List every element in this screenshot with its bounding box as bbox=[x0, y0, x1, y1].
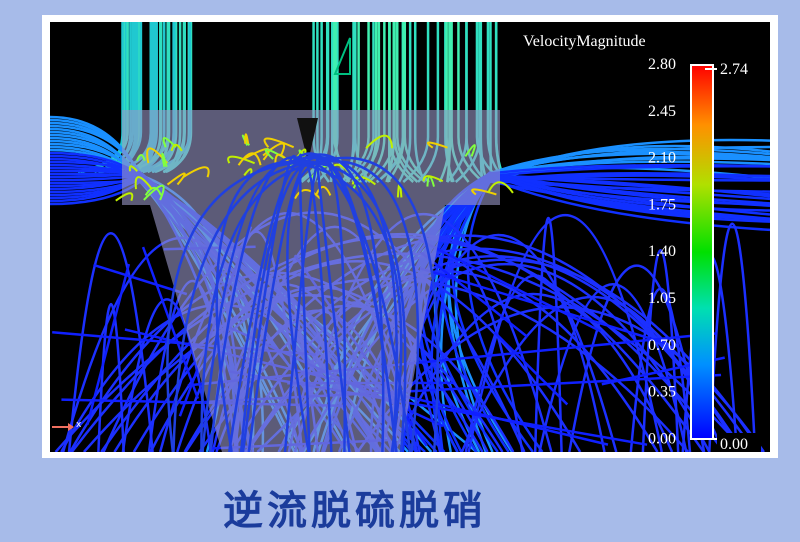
colorbar-tick-label: 0.70 bbox=[648, 337, 676, 354]
streamline bbox=[215, 160, 296, 452]
streamline bbox=[286, 160, 322, 452]
streamline bbox=[533, 216, 563, 452]
streamline bbox=[464, 144, 476, 157]
min-marker-backdrop bbox=[717, 433, 761, 452]
streamline bbox=[200, 160, 325, 452]
streamline bbox=[170, 143, 183, 152]
streamline bbox=[239, 160, 315, 452]
streamline bbox=[317, 156, 439, 452]
colorbar-tick-label: 2.45 bbox=[648, 103, 676, 120]
streamline bbox=[420, 251, 529, 338]
streamline-visualization: VelocityMagnitude 2.80 2.45 2.10 1.75 1.40 1.… bbox=[50, 22, 770, 452]
streamline bbox=[136, 153, 146, 161]
streamline bbox=[247, 160, 311, 452]
streamline bbox=[319, 159, 347, 452]
streamline bbox=[417, 238, 602, 333]
streamline bbox=[294, 189, 321, 200]
streamline bbox=[283, 156, 323, 452]
streamline bbox=[323, 160, 420, 452]
streamline bbox=[86, 263, 131, 425]
streamline bbox=[493, 331, 569, 406]
streamline bbox=[93, 263, 188, 296]
colorbar-tick-label: 0.00 bbox=[648, 430, 676, 447]
streamline bbox=[244, 133, 250, 144]
streamline bbox=[460, 295, 725, 452]
streamline bbox=[487, 181, 514, 194]
streamline bbox=[134, 176, 153, 190]
streamline bbox=[426, 141, 448, 149]
streamline bbox=[162, 136, 177, 148]
streamline bbox=[315, 185, 332, 196]
colorbar-title: VelocityMagnitude bbox=[523, 33, 646, 50]
colorbar-tick-label: 2.10 bbox=[648, 150, 676, 167]
colorbar-max-marker: 2.74 bbox=[720, 61, 748, 78]
streamline bbox=[67, 232, 154, 452]
streamline bbox=[121, 298, 213, 452]
streamline bbox=[467, 214, 663, 452]
streamline bbox=[115, 192, 134, 202]
streamline bbox=[237, 152, 262, 166]
streamline bbox=[365, 134, 394, 149]
caption: 逆流脱硫脱硝 bbox=[223, 488, 487, 534]
streamline bbox=[208, 156, 306, 452]
colorbar-ticks: 2.80 2.45 2.10 1.75 1.40 1.05 0.70 0.35 0.00 bbox=[648, 56, 676, 447]
streamline bbox=[708, 222, 757, 452]
colorbar-min-marker: 0.00 bbox=[720, 436, 748, 452]
streamline bbox=[227, 160, 302, 452]
colorbar-tick-label: 0.35 bbox=[648, 384, 676, 401]
colorbar-tick-label: 1.40 bbox=[648, 243, 676, 260]
streamline bbox=[128, 165, 138, 172]
streamlines-front bbox=[115, 133, 514, 452]
inlet-triangle-icon bbox=[333, 37, 351, 75]
inner-cone bbox=[297, 118, 318, 162]
streamline bbox=[143, 184, 165, 201]
colorbar-tick-label: 1.05 bbox=[648, 290, 676, 307]
streamline bbox=[304, 160, 333, 452]
streamline bbox=[166, 160, 309, 452]
streamline bbox=[295, 153, 385, 452]
streamline bbox=[97, 303, 125, 452]
colorbar bbox=[690, 64, 714, 440]
streamline bbox=[422, 175, 444, 183]
colorbar-tick-label: 1.75 bbox=[648, 196, 676, 213]
streamline bbox=[144, 186, 162, 196]
streamline bbox=[419, 267, 667, 345]
streamline bbox=[263, 137, 295, 149]
streamline bbox=[166, 172, 186, 186]
axis-indicator: x bbox=[52, 420, 82, 431]
streamline bbox=[161, 152, 168, 168]
streamline bbox=[298, 153, 311, 452]
axis-label-x: x bbox=[76, 420, 82, 430]
streamline bbox=[182, 166, 210, 179]
streamline bbox=[471, 188, 497, 196]
colorbar-tick-label: 2.80 bbox=[648, 56, 676, 73]
streamline bbox=[227, 155, 255, 165]
